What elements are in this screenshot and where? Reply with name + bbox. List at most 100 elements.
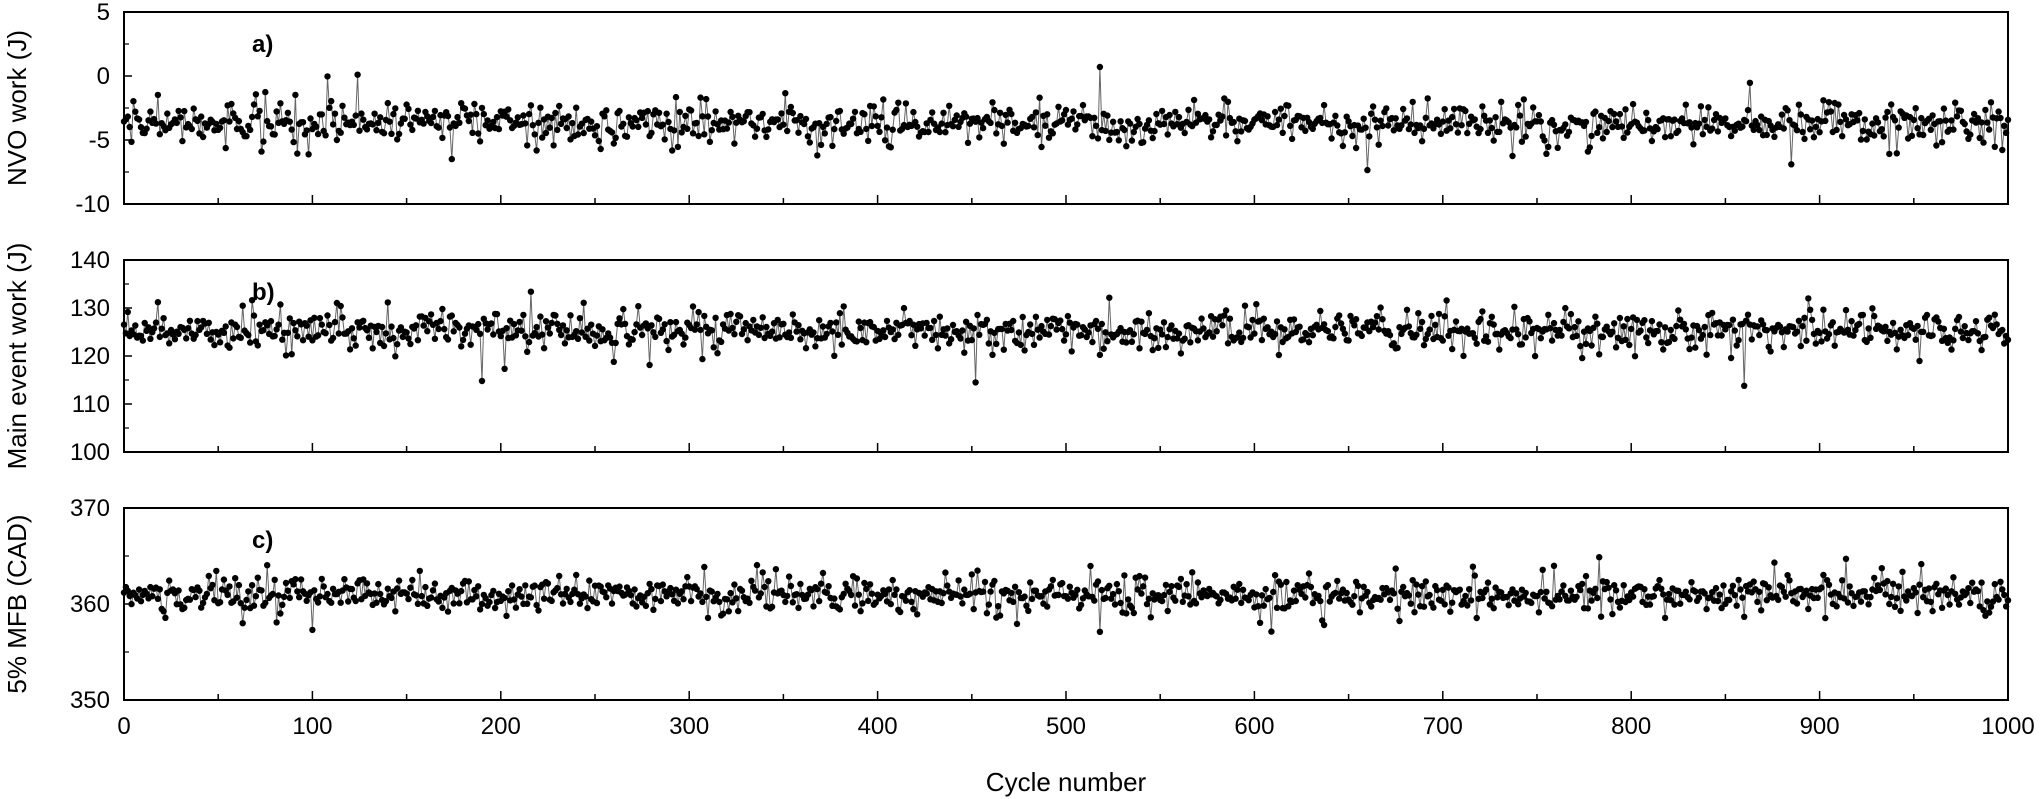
panel-label: b) xyxy=(252,279,275,306)
data-point xyxy=(891,335,898,343)
data-point xyxy=(947,336,955,343)
data-point xyxy=(1336,312,1343,319)
data-point xyxy=(800,120,808,128)
data-point xyxy=(444,608,452,615)
data-point xyxy=(1089,133,1096,140)
data-point xyxy=(1641,317,1648,324)
data-point xyxy=(1260,315,1268,322)
data-point xyxy=(1394,344,1401,352)
data-point xyxy=(395,577,403,584)
data-point xyxy=(279,336,286,343)
data-point xyxy=(1741,613,1748,620)
data-point xyxy=(1034,131,1041,139)
data-point xyxy=(968,336,975,344)
data-point xyxy=(1219,113,1226,120)
data-point xyxy=(239,620,246,627)
data-point xyxy=(1986,126,1993,133)
data-point xyxy=(1098,320,1106,328)
data-point xyxy=(989,351,996,358)
data-point xyxy=(254,342,261,349)
data-point xyxy=(331,318,339,326)
data-point xyxy=(1667,597,1675,604)
data-point xyxy=(1953,113,1961,120)
data-point xyxy=(533,601,540,609)
data-point xyxy=(942,332,949,339)
data-point xyxy=(1277,581,1285,588)
data-point xyxy=(765,578,772,585)
data-point xyxy=(1477,125,1484,133)
data-point xyxy=(979,588,987,595)
data-point xyxy=(386,118,393,125)
data-point xyxy=(1893,346,1901,353)
data-point xyxy=(946,102,953,110)
data-point xyxy=(1780,588,1788,595)
data-point xyxy=(186,596,194,603)
data-point xyxy=(580,129,587,137)
data-point xyxy=(620,305,627,313)
data-point xyxy=(1273,318,1281,325)
data-point xyxy=(292,91,299,99)
data-point xyxy=(1775,596,1782,603)
data-point xyxy=(1422,114,1430,122)
data-point xyxy=(727,108,734,116)
data-point xyxy=(1933,580,1940,587)
data-point xyxy=(1411,609,1418,616)
data-point xyxy=(514,114,521,121)
data-point xyxy=(1548,337,1556,344)
data-point xyxy=(1667,133,1675,140)
data-point xyxy=(576,600,584,607)
data-point xyxy=(1000,346,1007,353)
data-point xyxy=(701,563,708,571)
data-point xyxy=(213,567,220,575)
data-point xyxy=(1038,322,1045,330)
data-point xyxy=(1797,585,1805,593)
data-point xyxy=(501,594,508,602)
data-point xyxy=(774,316,781,324)
data-point xyxy=(1801,314,1808,321)
data-point xyxy=(1305,570,1313,577)
data-point xyxy=(1675,307,1682,314)
data-point xyxy=(1562,121,1569,128)
data-point xyxy=(1450,105,1458,113)
data-point xyxy=(1309,125,1317,132)
data-point xyxy=(616,107,623,115)
data-point xyxy=(1927,598,1935,606)
data-point xyxy=(1330,335,1337,342)
data-point xyxy=(995,603,1002,610)
data-point xyxy=(1918,560,1925,568)
data-point xyxy=(1166,111,1173,119)
data-point xyxy=(1324,327,1332,335)
data-point xyxy=(450,328,457,335)
data-point xyxy=(1386,331,1394,339)
data-point xyxy=(154,91,162,99)
data-point xyxy=(870,103,877,110)
data-point xyxy=(976,134,983,141)
data-point xyxy=(271,332,278,340)
data-point xyxy=(535,119,542,127)
data-point xyxy=(546,124,553,131)
data-point xyxy=(1125,596,1132,603)
data-point xyxy=(1778,111,1786,118)
data-point xyxy=(194,317,201,325)
data-point xyxy=(595,137,602,145)
data-point xyxy=(753,561,761,569)
data-point xyxy=(409,576,416,584)
data-point xyxy=(510,320,518,328)
data-point xyxy=(1986,609,1993,616)
data-point xyxy=(914,611,921,618)
data-point xyxy=(358,110,365,117)
data-point xyxy=(1816,129,1823,136)
data-point xyxy=(1699,331,1707,339)
x-tick-label: 500 xyxy=(1046,713,1086,740)
data-point xyxy=(1332,323,1339,331)
data-point xyxy=(1556,326,1563,334)
data-point xyxy=(394,585,401,592)
data-point xyxy=(1927,126,1935,133)
data-point xyxy=(456,600,463,607)
data-point xyxy=(394,341,401,348)
data-point xyxy=(810,329,817,336)
data-point xyxy=(1324,581,1332,589)
data-point xyxy=(1471,334,1479,342)
data-point xyxy=(1222,307,1230,314)
